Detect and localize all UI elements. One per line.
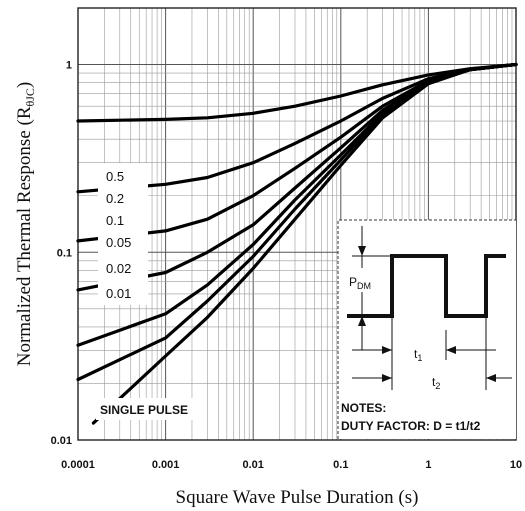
y-tick-label: 1 (66, 60, 72, 72)
y-tick-label: 0.01 (51, 435, 72, 447)
t1-label: t1 (414, 347, 422, 363)
x-tick-label: 10 (510, 459, 522, 471)
x-tick-label: 0.0001 (61, 459, 95, 471)
duty-cycle-inset: PDM t1 t2 NOTES: DUTY FACTOR: D = t1/t2 (337, 219, 516, 439)
notes-duty-factor: DUTY FACTOR: D = t1/t2 (341, 419, 481, 433)
x-tick-label: 0.1 (333, 459, 348, 471)
pdm-arrow-up (358, 316, 366, 326)
pdm-arrow-down (358, 246, 366, 256)
single-pulse-label: SINGLE PULSE (100, 403, 188, 417)
pdm-label-bg (347, 268, 381, 292)
x-axis-label: Square Wave Pulse Duration (s) (176, 487, 419, 508)
legend-background (98, 163, 148, 305)
t2-label: t2 (432, 375, 440, 391)
x-tick-label: 0.001 (152, 459, 180, 471)
t2-arrow-left (382, 374, 392, 382)
x-tick-label: 1 (425, 459, 431, 471)
t1-arrow-right (446, 346, 456, 354)
x-tick-label: 0.01 (242, 459, 263, 471)
series-line-single-pulse (91, 62, 518, 425)
legend-item-0.2: 0.2 (106, 191, 124, 206)
y-axis-label: Normalized Thermal Response (RθJC) (14, 82, 37, 367)
legend-item-0.05: 0.05 (106, 235, 131, 250)
t2-arrow-right (486, 374, 496, 382)
inset-border (337, 219, 516, 439)
y-tick-label: 0.1 (57, 247, 72, 259)
single-pulse-label-bg (96, 398, 198, 420)
pdm-label: PDM (349, 275, 371, 291)
legend: 0.5 0.2 0.1 0.05 0.02 0.01 (98, 163, 148, 305)
series-line-0.5 (76, 62, 518, 123)
notes-title: NOTES: (341, 401, 386, 415)
legend-item-0.02: 0.02 (106, 261, 131, 276)
pulse-waveform (347, 254, 506, 318)
legend-item-0.1: 0.1 (106, 213, 124, 228)
legend-item-0.5: 0.5 (106, 169, 124, 184)
series-lines (76, 62, 518, 425)
legend-item-0.01: 0.01 (106, 286, 131, 301)
tick-labels: 0.0001 0.001 0.01 0.1 1 10 0.01 0.1 1 (51, 60, 523, 471)
t1-arrow-left (382, 346, 392, 354)
